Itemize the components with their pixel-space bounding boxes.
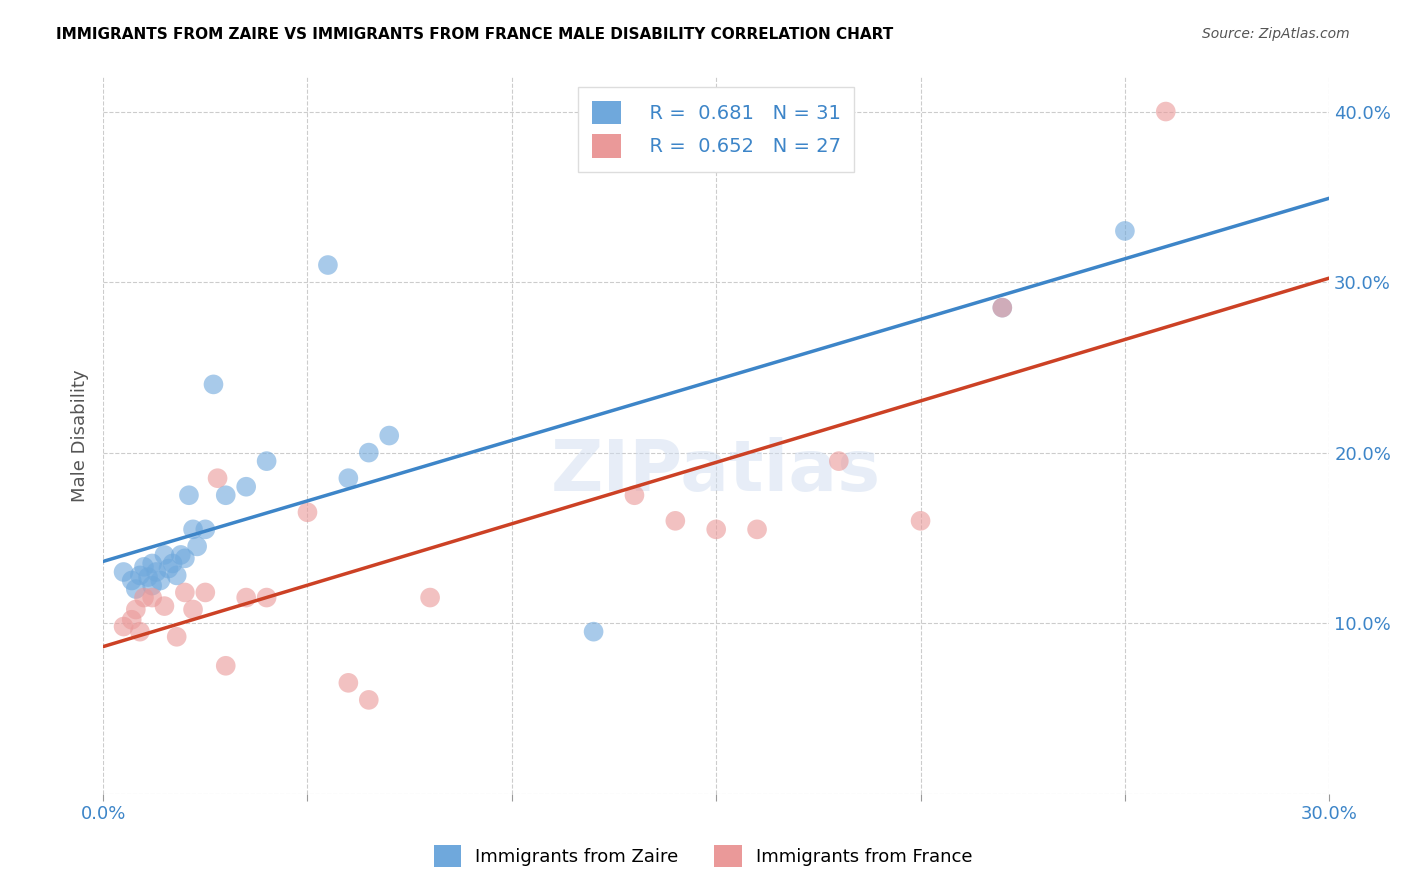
- Point: [141, 591, 163, 605]
- Text: Source: ZipAtlas.com: Source: ZipAtlas.com: [1202, 27, 1350, 41]
- Point: [157, 561, 180, 575]
- Point: [141, 557, 163, 571]
- Point: [177, 488, 200, 502]
- Y-axis label: Male Disability: Male Disability: [72, 369, 89, 502]
- Point: [357, 445, 380, 459]
- Point: [215, 658, 238, 673]
- Text: IMMIGRANTS FROM ZAIRE VS IMMIGRANTS FROM FRANCE MALE DISABILITY CORRELATION CHAR: IMMIGRANTS FROM ZAIRE VS IMMIGRANTS FROM…: [56, 27, 893, 42]
- Point: [1154, 104, 1177, 119]
- Point: [186, 540, 208, 554]
- Point: [125, 602, 148, 616]
- Point: [235, 591, 257, 605]
- Point: [141, 579, 163, 593]
- Point: [235, 480, 257, 494]
- Point: [194, 585, 217, 599]
- Point: [582, 624, 605, 639]
- Point: [181, 602, 204, 616]
- Point: [121, 574, 143, 588]
- Point: [1114, 224, 1136, 238]
- Legend: Immigrants from Zaire, Immigrants from France: Immigrants from Zaire, Immigrants from F…: [426, 838, 980, 874]
- Point: [166, 630, 188, 644]
- Point: [991, 301, 1014, 315]
- Point: [112, 565, 135, 579]
- Point: [419, 591, 441, 605]
- Point: [194, 522, 217, 536]
- Point: [256, 591, 278, 605]
- Point: [129, 568, 152, 582]
- Point: [207, 471, 229, 485]
- Text: ZIPatlas: ZIPatlas: [551, 437, 882, 506]
- Point: [337, 471, 360, 485]
- Point: [173, 585, 195, 599]
- Point: [623, 488, 645, 502]
- Point: [121, 613, 143, 627]
- Point: [357, 693, 380, 707]
- Point: [170, 548, 193, 562]
- Point: [202, 377, 225, 392]
- Point: [256, 454, 278, 468]
- Point: [991, 301, 1014, 315]
- Point: [378, 428, 401, 442]
- Point: [125, 582, 148, 596]
- Point: [828, 454, 851, 468]
- Point: [745, 522, 768, 536]
- Point: [316, 258, 339, 272]
- Point: [153, 599, 176, 613]
- Point: [149, 574, 172, 588]
- Point: [136, 570, 159, 584]
- Legend:   R =  0.681   N = 31,   R =  0.652   N = 27: R = 0.681 N = 31, R = 0.652 N = 27: [578, 87, 855, 171]
- Point: [145, 565, 167, 579]
- Point: [910, 514, 932, 528]
- Point: [664, 514, 686, 528]
- Point: [112, 619, 135, 633]
- Point: [166, 568, 188, 582]
- Point: [297, 505, 319, 519]
- Point: [132, 591, 155, 605]
- Point: [129, 624, 152, 639]
- Point: [181, 522, 204, 536]
- Point: [173, 551, 195, 566]
- Point: [162, 557, 184, 571]
- Point: [704, 522, 727, 536]
- Point: [132, 560, 155, 574]
- Point: [215, 488, 238, 502]
- Point: [153, 548, 176, 562]
- Point: [337, 676, 360, 690]
